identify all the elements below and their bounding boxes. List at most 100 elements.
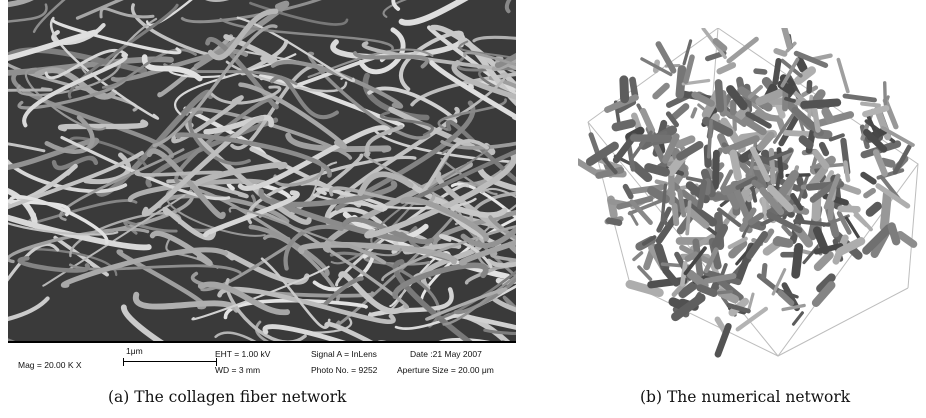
fiber-strand [258,73,405,128]
fiber-strand [8,142,46,153]
network-strut [674,135,696,149]
network-strut [726,36,759,64]
fiber-strand [193,0,290,70]
network-strut [717,289,733,295]
network-strut [717,207,742,228]
network-strut [781,282,800,312]
network-strut [729,149,742,181]
network-strut [625,279,664,298]
network-strut [761,262,768,280]
wd-label: WD = 3 mm [215,365,261,375]
network-strut [682,39,693,66]
network-strut [759,187,785,216]
fiber-strand [298,241,457,265]
network-strut [652,82,670,100]
network-strut [703,273,737,284]
fiber-strand [367,86,458,125]
network-strut [811,101,821,133]
network-strut [821,107,835,124]
network-strut [781,224,793,237]
fiber-strand [133,291,240,313]
fiber-strand [425,287,508,321]
network-strut [632,251,644,262]
network-strut [684,206,710,229]
fiber-strand [285,132,391,153]
fiber-strand [17,255,90,273]
network-strut [800,98,842,109]
fiber-strand [413,149,516,201]
fiber-strand [439,234,493,269]
network-strut [737,86,773,112]
network-strut [703,247,719,274]
fiber-strand [59,148,185,222]
fiber-strand [362,72,430,121]
network-strut [739,207,757,232]
network-strut [756,131,775,152]
fiber-strand [8,29,99,61]
eht-label: EHT = 1.00 kV [215,349,271,359]
sem-micrograph-collagen-fibers: Mag = 20.00 K X 1μm EHT = 1.00 kV WD = 3… [8,0,516,384]
network-strut [619,75,630,104]
fiber-strand [483,328,516,335]
network-strut [768,148,793,161]
network-strut [639,107,656,134]
network-strut [813,243,844,255]
fiber-strand [68,3,179,99]
network-strut [605,217,623,226]
fiber-strand [174,98,271,186]
fiber-strand [429,60,516,121]
fiber-strand [214,331,258,342]
network-strut [860,171,877,185]
fiber-strand [451,60,516,100]
fiber-strand [238,82,347,150]
network-strut [720,169,734,191]
network-strut [611,119,636,132]
fiber-strand [146,148,226,220]
network-strut [667,179,702,208]
network-strut [726,302,751,314]
panel-b [574,21,926,368]
network-strut [725,188,740,210]
network-strut [835,237,866,256]
fiber-strand [16,61,122,97]
network-strut [604,94,639,113]
fiber-strand [44,115,95,154]
network-strut [772,237,794,248]
network-strut [781,303,806,312]
fiber-strand [219,17,394,52]
network-strut [644,163,670,177]
fiber-strand [49,16,159,120]
network-strut [631,112,643,132]
fiber-strand [205,37,279,110]
network-strut [711,149,720,190]
fiber-strand [197,281,291,315]
network-strut [791,311,804,326]
fiber-strand [269,75,339,120]
caption-b: (b) The numerical network [640,388,851,406]
fiber-strand [364,151,516,239]
network-strut [630,130,653,161]
fiber-strand [8,158,128,194]
fiber-strand [141,115,265,217]
fiber-strand [203,190,300,238]
network-strut [660,183,668,222]
fiber-strand [134,169,225,178]
fiber-strand [191,265,330,321]
network-strut [747,84,763,99]
fiber-strand [34,67,118,100]
network-strut [862,224,893,255]
network-strut [585,141,619,166]
network-strut [807,165,829,190]
network-strut [683,54,695,84]
network-strut [727,236,748,250]
fiber-strand [443,72,508,121]
fiber-strand [8,87,53,92]
network-strut [677,188,687,218]
network-strut [714,322,732,358]
network-strut [784,96,796,103]
fiber-strand [207,8,279,61]
network-strut [716,62,737,75]
fiber-strand [463,51,516,67]
network-strut [772,57,782,86]
fiber-strand [458,239,516,266]
